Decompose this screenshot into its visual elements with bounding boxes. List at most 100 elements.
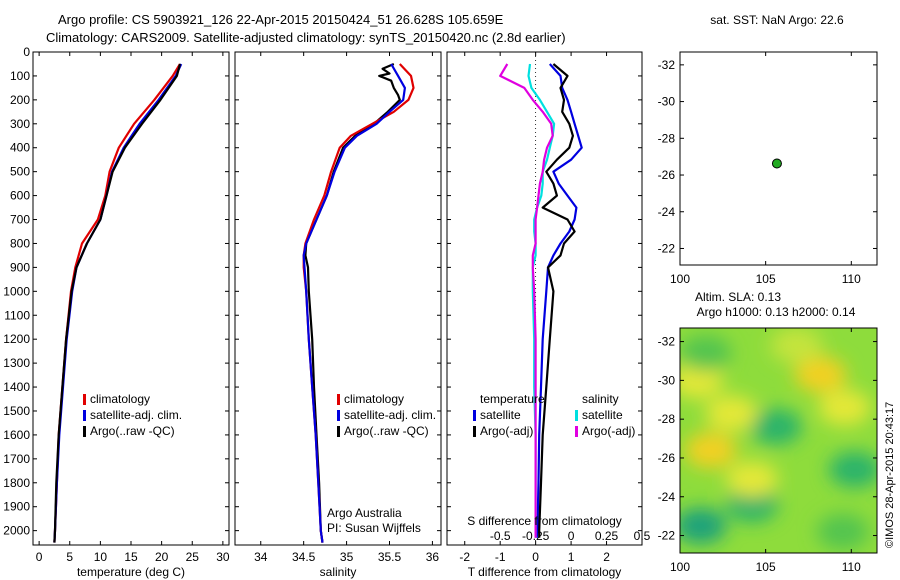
- x-tick-label: 105: [756, 560, 776, 574]
- chart-title-line-1: Argo profile: CS 5903921_126 22-Apr-2015…: [58, 12, 504, 27]
- sla-blob: [680, 335, 732, 372]
- legend-label: Argo(..raw -QC): [344, 424, 429, 438]
- legend-label: satellite: [582, 408, 623, 422]
- y-tick-label: -22: [658, 529, 676, 543]
- legend-swatch: [337, 410, 340, 421]
- x-axis-label: T difference from climatology: [468, 565, 622, 579]
- legend-swatch: [473, 426, 476, 437]
- series-line-1: [538, 63, 576, 538]
- x-tick-label: 25: [186, 550, 200, 564]
- sla-blob: [705, 395, 758, 432]
- sla-blob: [684, 432, 737, 469]
- x-tick-label: 0: [532, 550, 539, 564]
- sla-blob: [680, 362, 724, 399]
- y-tick-label: -32: [658, 335, 676, 349]
- x-tick-label: 34.5: [292, 550, 316, 564]
- heatmap: [680, 328, 877, 553]
- y-tick-label: -30: [658, 373, 676, 387]
- x-tick-label: 105: [756, 272, 776, 286]
- legend-label: climatology: [344, 392, 404, 406]
- x-tick-label: 35.5: [378, 550, 402, 564]
- legend-swatch: [83, 410, 86, 421]
- x-tick-label: 20: [155, 550, 169, 564]
- series-line-3: [499, 63, 554, 538]
- sla-map-frame: [679, 327, 878, 554]
- x-tick-label: 110: [842, 272, 861, 286]
- y-tick-label: 800: [10, 236, 30, 250]
- annotation: PI: Susan Wijffels: [327, 521, 421, 535]
- x-tick-label: 110: [842, 560, 861, 574]
- legend-swatch: [83, 394, 86, 405]
- x-tick-label: 5: [66, 550, 73, 564]
- sst-map-frame: [679, 51, 878, 266]
- x-tick-label: 34: [254, 550, 268, 564]
- argo-float-marker: [771, 158, 782, 169]
- sla-blob: [770, 328, 823, 364]
- legend-label: Argo(-adj): [582, 424, 635, 438]
- sla-blob: [816, 513, 869, 550]
- y-tick-label: 0: [23, 45, 30, 59]
- y-tick-label: 1800: [3, 476, 30, 490]
- series-line-1: [53, 63, 183, 543]
- legend-swatch: [83, 426, 86, 437]
- s-tick-label: 0.25: [595, 529, 619, 543]
- x-axis-label-top: S difference from climatology: [467, 514, 622, 528]
- sla-subtitle: Argo h1000: 0.13 h2000: 0.14: [697, 305, 856, 319]
- y-tick-label: 300: [10, 117, 30, 131]
- y-tick-label: -28: [658, 131, 676, 145]
- sla-blob: [725, 461, 778, 498]
- y-tick-label: 1600: [3, 428, 30, 442]
- difference-plot-frame: [446, 51, 643, 546]
- sla-blob: [828, 451, 877, 488]
- y-tick-label: 1900: [3, 500, 30, 514]
- sla-blob: [794, 356, 847, 393]
- series-line-1: [302, 63, 406, 543]
- x-tick-label: 30: [216, 550, 230, 564]
- y-tick-label: -28: [658, 412, 676, 426]
- s-tick-label: 0: [568, 529, 575, 543]
- y-tick-label: 700: [10, 213, 30, 227]
- legend-label: satellite-adj. clim.: [344, 408, 436, 422]
- y-tick-label: 1500: [3, 404, 30, 418]
- x-tick-label: 0: [36, 550, 43, 564]
- sla-title: Altim. SLA: 0.13: [695, 290, 781, 304]
- sla-blob: [818, 389, 871, 426]
- y-tick-label: 200: [10, 93, 30, 107]
- y-tick-label: -24: [658, 205, 676, 219]
- sla-blob: [725, 486, 778, 523]
- salinity-plot-frame: [234, 51, 442, 546]
- series-line-2: [53, 63, 182, 543]
- y-tick-label: 1100: [4, 308, 30, 322]
- x-tick-label: 10: [94, 550, 108, 564]
- s-tick-label: 0.5: [634, 529, 651, 543]
- legend-swatch: [575, 410, 578, 421]
- y-tick-label: -30: [658, 95, 676, 109]
- x-tick-label: 100: [670, 560, 690, 574]
- legend-label: Argo(-adj): [480, 424, 533, 438]
- legend-label: satellite-adj. clim.: [90, 408, 182, 422]
- y-tick-label: 900: [10, 260, 30, 274]
- y-tick-label: -22: [658, 241, 676, 255]
- y-tick-label: 600: [10, 189, 30, 203]
- y-tick-label: -26: [658, 168, 676, 182]
- y-tick-label: 100: [10, 69, 30, 83]
- y-tick-label: 1200: [3, 332, 30, 346]
- x-tick-label: -1: [495, 550, 506, 564]
- y-tick-label: 1700: [3, 452, 30, 466]
- legend-group-label: salinity: [582, 392, 619, 406]
- y-tick-label: -26: [658, 451, 676, 465]
- x-tick-label: -2: [459, 550, 470, 564]
- legend-swatch: [337, 394, 340, 405]
- chart-title-line-2: Climatology: CARS2009. Satellite-adjuste…: [46, 30, 566, 45]
- x-axis-label: salinity: [320, 565, 357, 579]
- y-tick-label: 2000: [3, 524, 30, 538]
- temperature-plot-frame: [32, 51, 230, 546]
- y-tick-label: -32: [658, 58, 676, 72]
- annotation: Argo Australia: [327, 506, 402, 520]
- legend-swatch: [337, 426, 340, 437]
- sst-title: sat. SST: NaN Argo: 22.6: [710, 13, 844, 27]
- legend-swatch: [473, 410, 476, 421]
- legend-swatch: [575, 426, 578, 437]
- legend-label: climatology: [90, 392, 150, 406]
